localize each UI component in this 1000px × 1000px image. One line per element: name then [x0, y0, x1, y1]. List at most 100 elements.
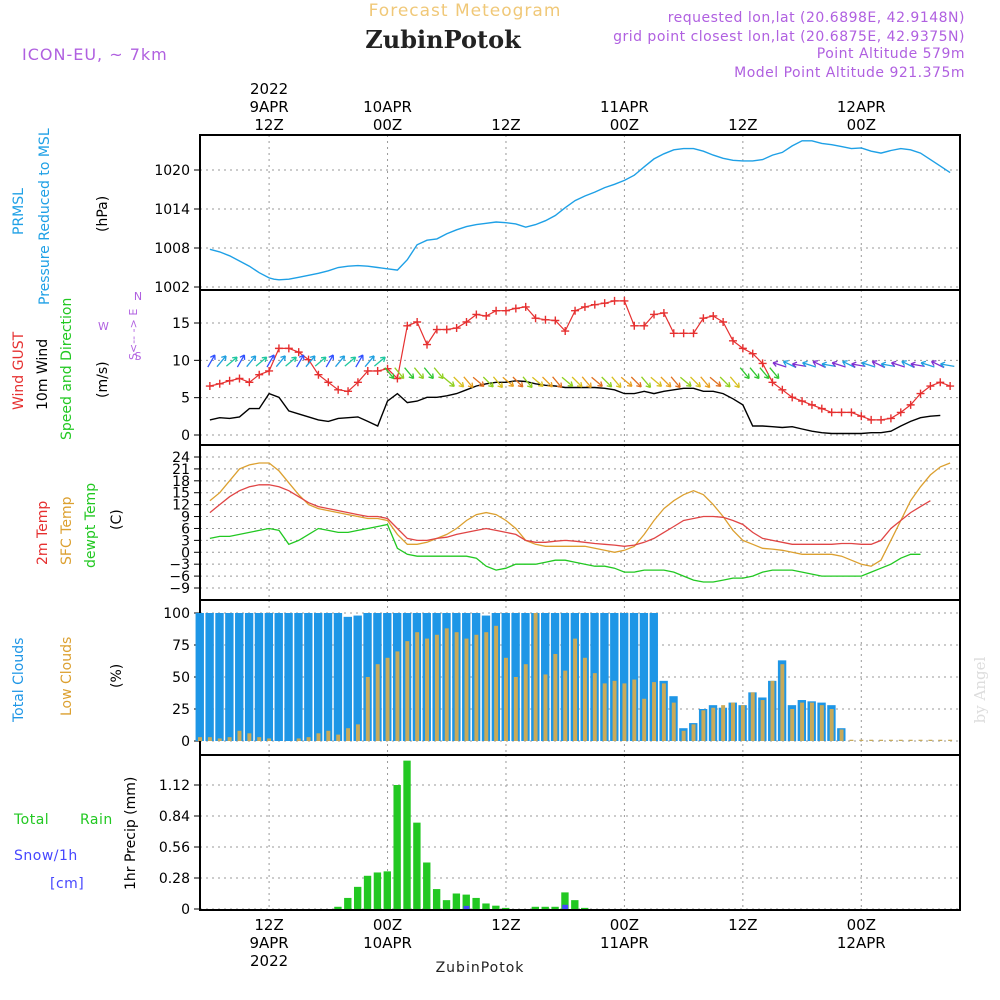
low-cloud-bar [888, 739, 893, 741]
footer-station: ZubinPotok [436, 960, 525, 976]
compass-w: W [98, 320, 109, 333]
rain-bar [581, 907, 589, 909]
top-time-label: 12Z [491, 116, 520, 134]
gust-marker [689, 329, 698, 338]
y-tick-label: 9 [181, 510, 190, 526]
wind-arrow [719, 376, 731, 388]
precip-unit: 1hr Precip (mm) [123, 777, 139, 890]
wind-arrow [404, 367, 415, 380]
y-tick-label: 3 [181, 533, 190, 549]
snow-bar [463, 905, 470, 909]
low-cloud-bar [622, 683, 627, 741]
wind-arrow [443, 376, 455, 387]
panel-frame [199, 134, 961, 291]
gust-marker [768, 378, 777, 387]
rain-bar [561, 892, 569, 909]
gust-marker [640, 321, 649, 330]
low-cloud-bar [464, 638, 469, 741]
wind-legend-10m: 10m Wind [35, 339, 51, 410]
cloud-labels: Total Clouds Low Clouds (%) [11, 637, 125, 723]
rain-bar [571, 900, 579, 909]
wind-arrow [355, 354, 364, 368]
panels: 1002100810141020051015−9−6−3036912151821… [154, 134, 961, 918]
gust-marker [393, 374, 402, 383]
low-cloud-bar [207, 737, 212, 741]
low-cloud-bar [306, 737, 311, 741]
total-cloud-bar [215, 613, 224, 741]
gust-marker [571, 306, 580, 315]
rain-bar [482, 903, 490, 909]
wind-arrow [502, 376, 515, 387]
wind-arrow [660, 376, 672, 388]
wind-arrow [225, 356, 238, 367]
y-tick-label: 1002 [154, 280, 190, 296]
low-cloud-bar [355, 724, 360, 741]
gust-marker [620, 296, 629, 305]
wind-arrow [285, 356, 297, 367]
y-tick-label: 15 [172, 316, 190, 332]
gust-marker [235, 374, 244, 383]
wind-arrow [729, 376, 740, 389]
bottom-time-label: 00Z [847, 916, 876, 934]
wind-arrow [851, 361, 866, 368]
y-tick-label: 100 [163, 606, 190, 622]
low-cloud-bar [326, 730, 331, 741]
gust-marker [541, 315, 550, 324]
forecast-title: Forecast Meteogram [369, 1, 562, 21]
wind-arrow [910, 361, 925, 368]
wind-labels: Wind GUST 10m Wind Speed and Direction (… [11, 290, 142, 440]
wind-arrow [275, 355, 286, 368]
total-cloud-bar [274, 613, 283, 741]
low-cloud-bar [908, 739, 913, 741]
low-cloud-bar [829, 709, 834, 741]
rain-bar [432, 889, 441, 909]
total-cloud-bar [314, 613, 323, 741]
temp-unit: (C) [109, 509, 125, 530]
cloud-legend-total: Total Clouds [11, 638, 27, 723]
wind-arrow [620, 376, 633, 387]
requested-coords: requested lon,lat (20.6898E, 42.9148N) [668, 10, 965, 26]
rain-bar [462, 894, 470, 909]
sfc-temp-line [209, 462, 951, 567]
clouds-panel: 0 25 50 75 100 [163, 599, 961, 756]
rain-bar [541, 906, 549, 909]
low-cloud-bar [948, 739, 953, 741]
compass-axis: S<-- -> E [127, 309, 140, 360]
wind-arrow [492, 376, 504, 389]
gust-marker [205, 382, 214, 391]
wind-arrow [266, 354, 275, 368]
wind-arrow [802, 360, 817, 368]
wind-arrow [561, 376, 574, 387]
gust-marker [245, 378, 254, 387]
low-cloud-bar [513, 677, 518, 741]
y-tick-label: 0.28 [159, 871, 190, 887]
cloud-legend-low: Low Clouds [59, 637, 75, 716]
rain-bar [403, 760, 411, 909]
total-cloud-bar [619, 613, 629, 741]
wind-arrow [842, 360, 856, 369]
wind-arrow [394, 367, 405, 380]
precip-legend-rain: Rain [80, 812, 113, 828]
low-cloud-bar [237, 730, 242, 741]
rain-bar [393, 785, 401, 909]
gust-marker [363, 366, 372, 375]
y-tick-label: 18 [172, 474, 190, 490]
y-tick-label: −3 [169, 557, 190, 573]
gust-marker [926, 382, 935, 391]
wind-arrow [679, 376, 692, 387]
low-cloud-bar [227, 737, 232, 741]
y-tick-label: 6 [181, 521, 190, 537]
dewpt-temp-line [209, 523, 921, 583]
wind-arrow [821, 361, 836, 368]
y-tick-label: 10 [172, 353, 190, 369]
wind-arrow [670, 376, 681, 389]
low-cloud-bar [681, 730, 686, 741]
gust-marker [294, 348, 303, 357]
low-cloud-bar [879, 739, 884, 741]
wind-arrow [920, 360, 935, 368]
temp-labels: 2m Temp SFC Temp dewpt Temp (C) [35, 483, 125, 568]
total-cloud-bar [649, 613, 658, 741]
wind-arrow [571, 376, 583, 388]
wind-arrow [314, 356, 327, 367]
gust-marker [344, 387, 353, 396]
